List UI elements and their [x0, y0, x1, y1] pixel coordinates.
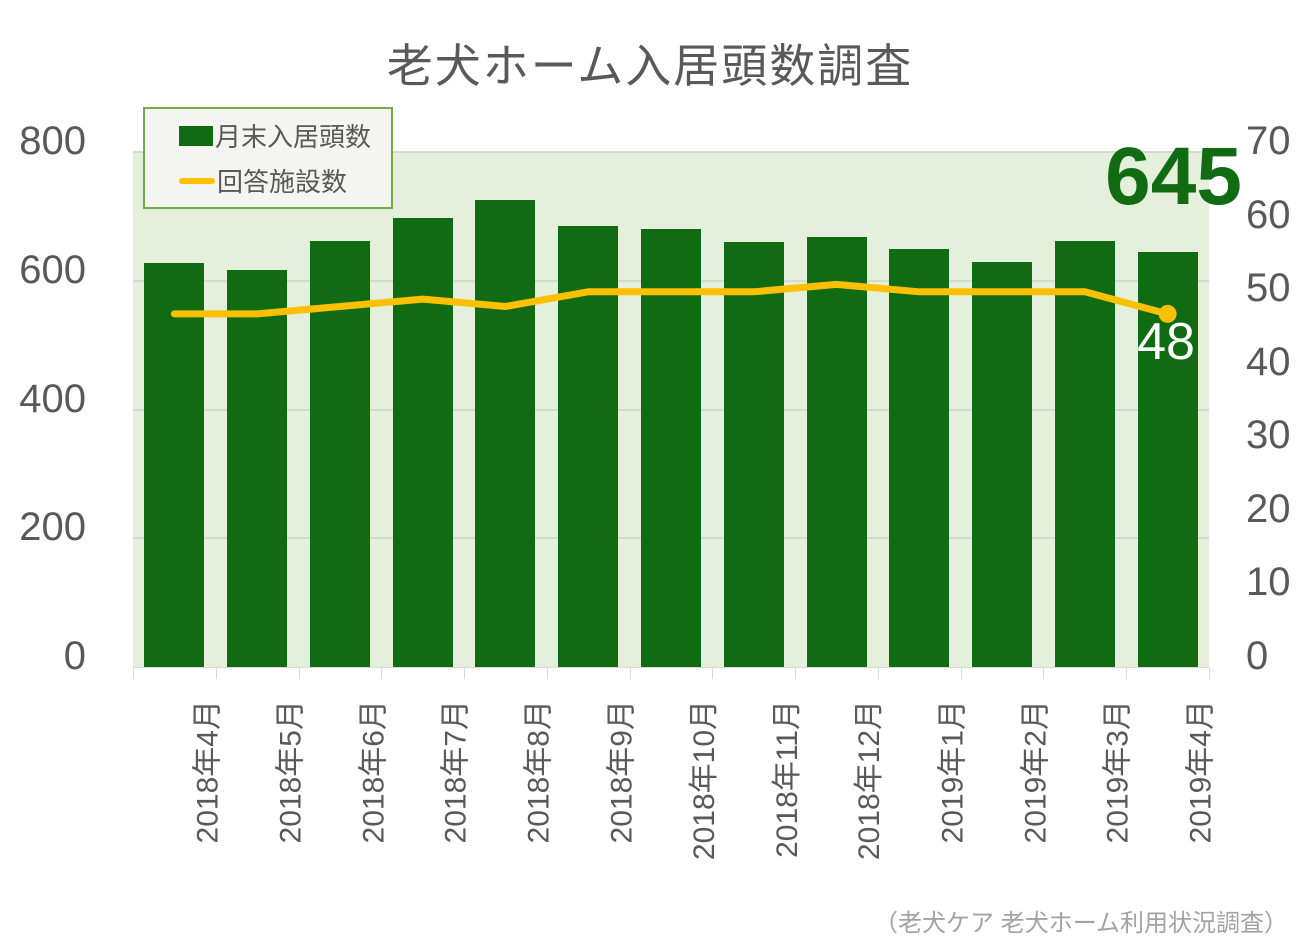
x-axis-tick-label: 2018年4月 [191, 700, 225, 844]
right-axis-tick-label: 10 [1246, 560, 1291, 605]
left-axis-tick-label: 200 [19, 505, 86, 550]
gridline-800 [133, 151, 1209, 153]
bar [227, 269, 288, 667]
right-axis-tick-label: 70 [1246, 119, 1291, 163]
x-axis-tick-label: 2019年3月 [1101, 700, 1135, 844]
x-axis-tick-label: 2019年4月 [1184, 700, 1218, 844]
x-axis-tick [215, 667, 217, 679]
x-axis-tick [1126, 667, 1128, 679]
bar [806, 236, 867, 667]
x-axis-tick [629, 667, 631, 679]
x-axis-line [133, 667, 1209, 668]
x-axis-tick [1209, 667, 1210, 679]
source-caption: （老犬ケア 老犬ホーム利用状況調査） [874, 910, 1288, 937]
x-axis-tick [960, 667, 962, 679]
x-axis-tick [1043, 667, 1045, 679]
bar [392, 218, 453, 667]
bar [144, 262, 205, 667]
x-axis-tick [546, 667, 548, 679]
legend: 月末入居頭数 回答施設数 [143, 107, 394, 209]
x-axis-tick [381, 667, 383, 679]
line-series [170, 280, 1177, 323]
x-axis-tick-label: 2018年12月 [853, 700, 887, 861]
legend-entry-bar: 月末入居頭数 [179, 117, 371, 154]
bar [972, 262, 1033, 667]
x-axis-tick-label: 2018年5月 [274, 700, 308, 844]
x-axis-tick [133, 667, 134, 679]
line-end-marker [1158, 304, 1177, 323]
legend-bar-label: 月末入居頭数 [215, 122, 372, 152]
right-axis-tick-label: 20 [1246, 486, 1291, 531]
x-axis-tick [877, 667, 879, 679]
x-axis-tick [298, 667, 300, 679]
x-axis-tick-label: 2018年6月 [356, 700, 390, 844]
right-axis-tick-label: 40 [1246, 339, 1291, 384]
x-axis-tick-label: 2018年11月 [770, 700, 804, 858]
left-axis-tick-label: 600 [19, 247, 86, 292]
bar [1054, 241, 1115, 667]
right-axis-tick-label: 0 [1246, 634, 1269, 678]
bar [723, 242, 784, 667]
left-axis-tick-label: 800 [19, 119, 86, 163]
last-bar-value-label: 645 [1105, 131, 1242, 222]
x-axis-tick [795, 667, 797, 679]
bar [889, 248, 950, 667]
last-line-value-label: 48 [1137, 313, 1195, 371]
bar [475, 199, 536, 667]
right-axis-tick-label: 30 [1246, 413, 1291, 458]
legend-entry-line: 回答施設数 [179, 162, 371, 199]
left-axis-tick-label: 400 [19, 376, 86, 421]
x-axis-tick-label: 2018年9月 [605, 700, 639, 844]
line-series-swatch [179, 177, 215, 184]
left-axis-tick-label: 0 [63, 634, 86, 678]
plot-area [133, 151, 1209, 668]
chart-title: 老犬ホーム入居頭数調査 [386, 40, 914, 92]
x-axis-tick-label: 2019年1月 [936, 700, 970, 844]
right-axis-tick-label: 60 [1246, 192, 1291, 237]
x-axis-tick-label: 2018年7月 [439, 700, 473, 844]
x-axis-tick-label: 2019年2月 [1019, 700, 1053, 844]
right-axis-tick-label: 50 [1246, 266, 1291, 311]
x-axis-tick-label: 2018年10月 [688, 700, 721, 861]
bar [641, 229, 701, 667]
x-axis-tick-label: 2018年8月 [522, 700, 556, 844]
x-axis-tick [712, 667, 714, 679]
x-axis-tick [464, 667, 466, 679]
line-path [170, 280, 1172, 318]
bar-series-swatch [179, 125, 213, 146]
bar [558, 226, 619, 667]
legend-line-label: 回答施設数 [217, 167, 348, 197]
bar [309, 240, 370, 667]
